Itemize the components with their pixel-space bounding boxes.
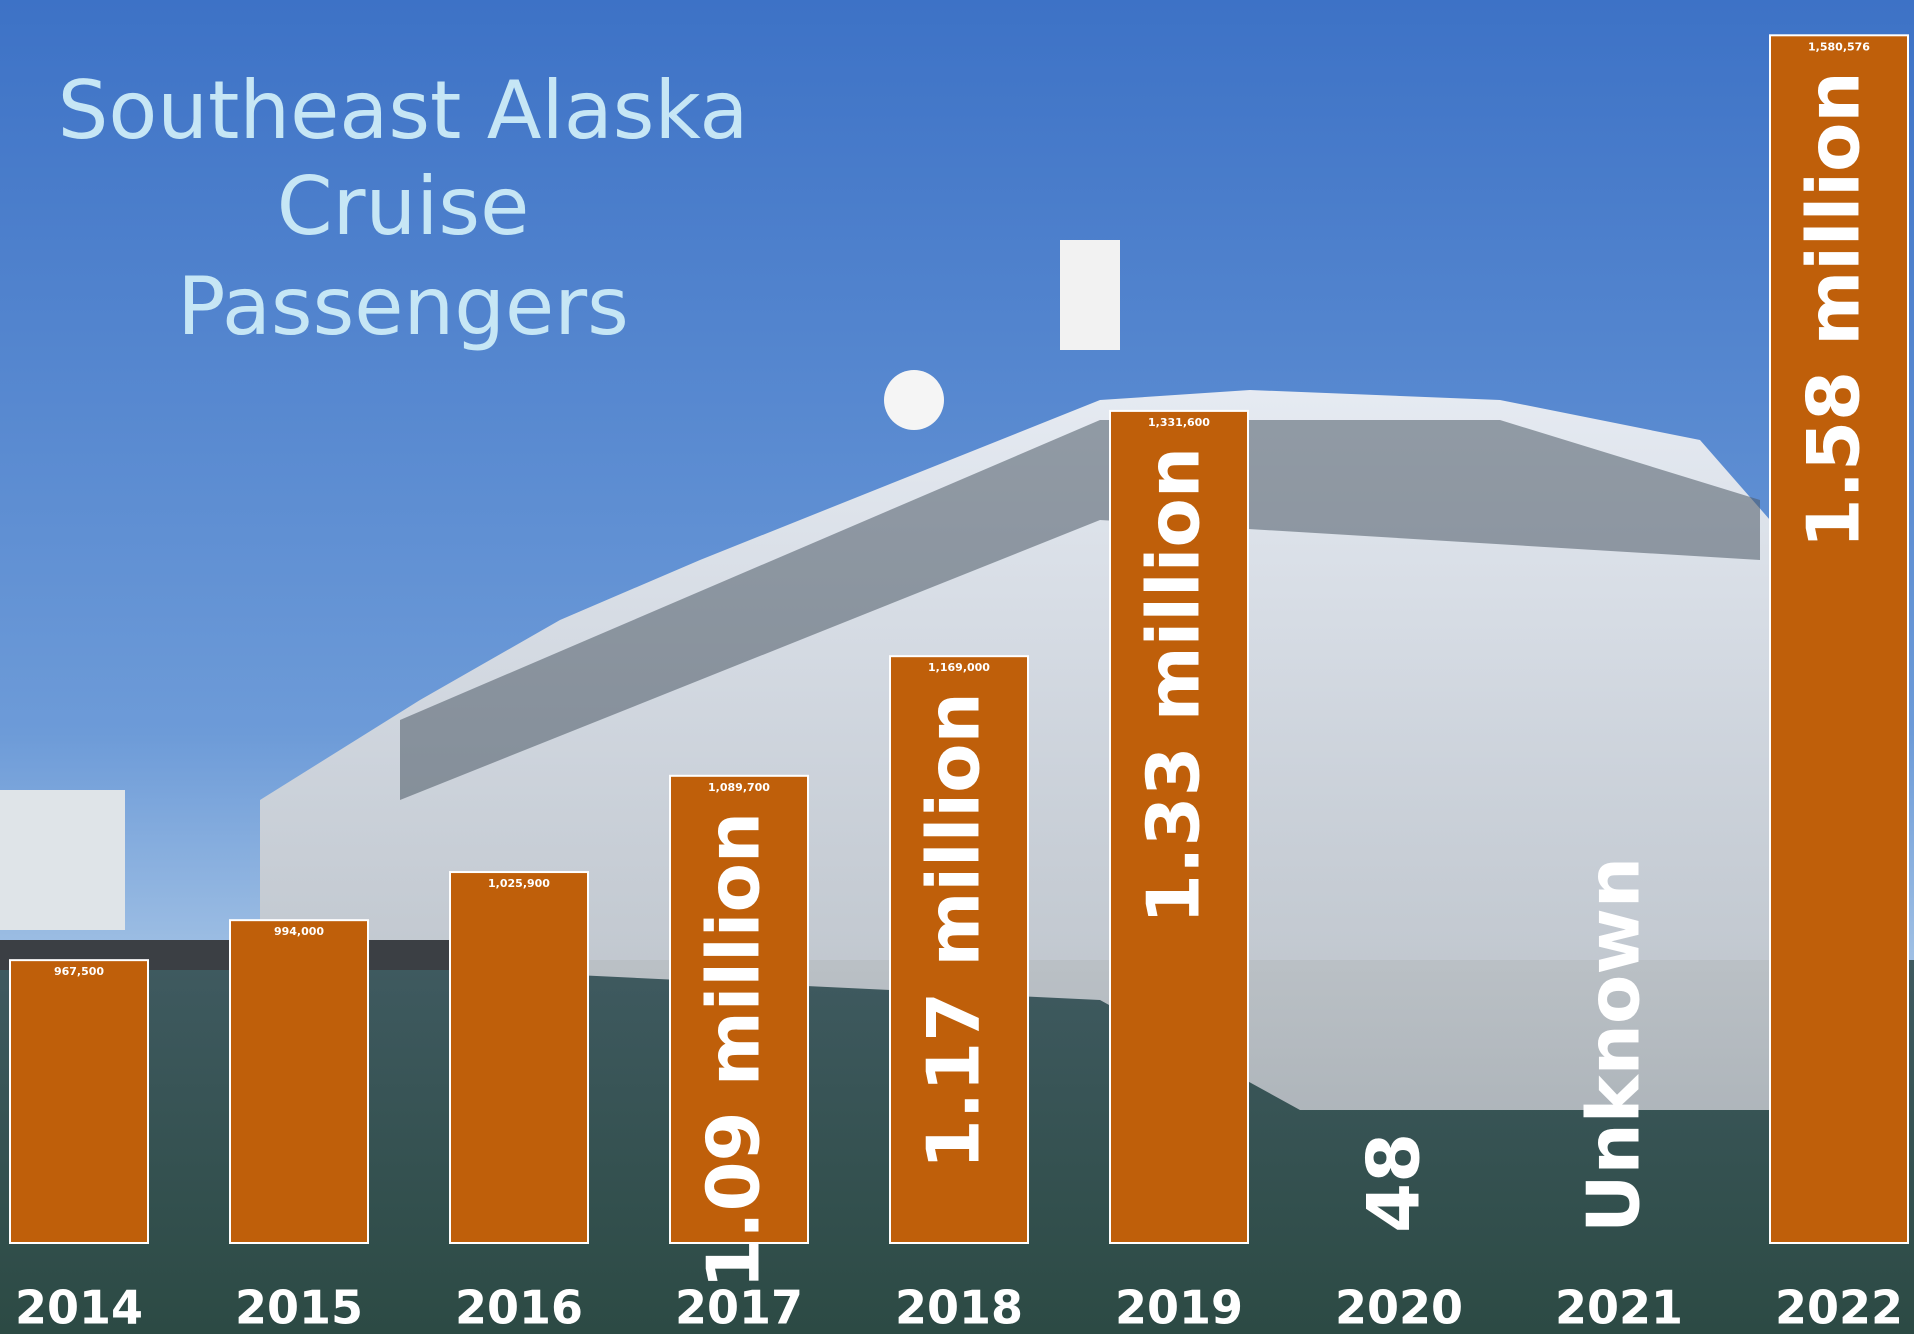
value-label: 1,089,700	[708, 781, 770, 794]
x-tick-label: 2021	[1555, 1281, 1683, 1334]
bar	[889, 655, 1029, 1244]
x-tick-label: 2014	[15, 1281, 143, 1334]
bar	[669, 774, 809, 1244]
bar	[1769, 34, 1909, 1245]
value-label: 994,000	[274, 925, 324, 938]
x-tick-label: 2022	[1775, 1281, 1903, 1334]
bar-annotation: 1.09 million	[692, 812, 776, 1289]
bar-annotation: 48	[1352, 1133, 1436, 1233]
bar-annotation: 1.33 million	[1132, 447, 1216, 924]
x-tick-label: 2019	[1115, 1281, 1243, 1334]
value-label: 1,025,900	[488, 877, 550, 890]
x-tick-label: 2017	[675, 1281, 803, 1334]
bar-annotation: 1.58 million	[1792, 71, 1876, 548]
chart-title: Passengers	[177, 260, 629, 353]
x-tick-label: 2016	[455, 1281, 583, 1334]
value-label: 1,580,576	[1808, 40, 1870, 53]
x-tick-label: 2020	[1335, 1281, 1463, 1334]
chart-title: Cruise	[277, 160, 530, 253]
chart-title: Southeast Alaska	[58, 64, 749, 157]
bar-annotation: Unknown	[1572, 857, 1656, 1233]
value-label: 1,331,600	[1148, 416, 1210, 429]
bar	[9, 959, 149, 1245]
bar-annotation: 1.17 million	[912, 692, 996, 1169]
bar	[1109, 409, 1249, 1244]
value-label: 967,500	[54, 965, 104, 978]
x-tick-label: 2015	[235, 1281, 363, 1334]
x-tick-label: 2018	[895, 1281, 1023, 1334]
bar	[229, 919, 369, 1244]
value-label: 1,169,000	[928, 661, 990, 674]
bar	[449, 871, 589, 1244]
